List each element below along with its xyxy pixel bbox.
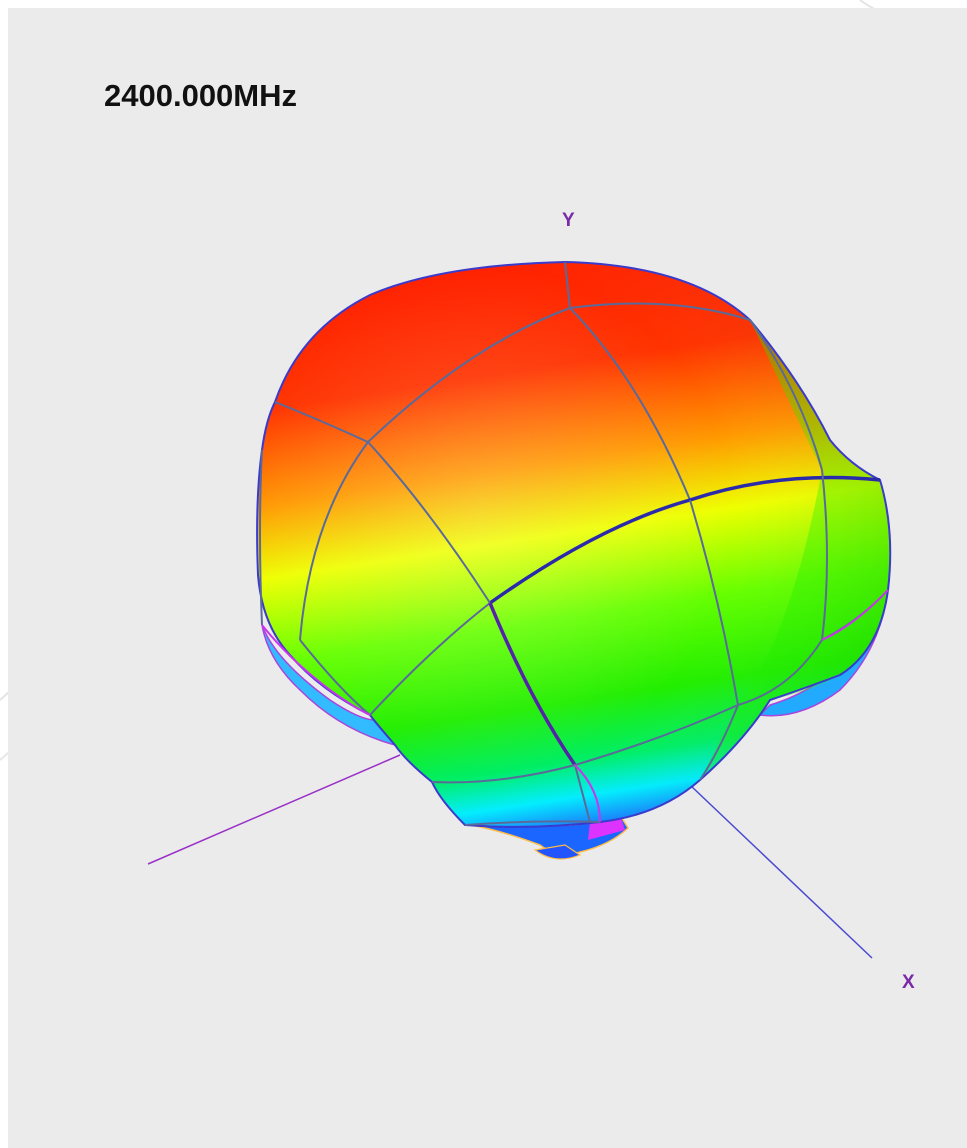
x-axis-line: [689, 784, 873, 959]
frequency-label: 2400.000MHz: [104, 78, 298, 113]
mesh-grid: [259, 261, 889, 826]
x-axis-label: X: [902, 972, 915, 993]
pattern-shading: [257, 262, 891, 827]
right-side-face: [700, 320, 891, 780]
z-axis-line: [147, 754, 401, 865]
y-axis-label: Y: [562, 210, 575, 231]
bottom-tip: [533, 844, 582, 860]
edge-accents: [261, 589, 889, 823]
